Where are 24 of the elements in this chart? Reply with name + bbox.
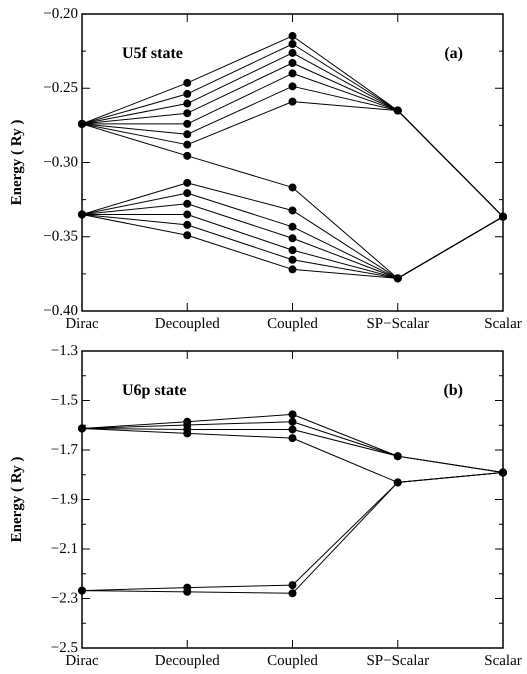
- y-tick-label: −1.3: [50, 342, 78, 359]
- y-tick-label: −1.7: [50, 442, 78, 458]
- x-tick-label: Scalar: [484, 652, 522, 669]
- x-tick-label: Decoupled: [154, 652, 220, 669]
- y-tick-label: −0.30: [43, 154, 78, 170]
- y-axis-title: Energy ( Ry ): [8, 120, 25, 206]
- y-tick-label: −1.5: [50, 392, 78, 408]
- y-tick-label: −0.20: [43, 6, 78, 22]
- x-tick-label: Decoupled: [154, 316, 220, 332]
- y-tick-label: −2.3: [50, 590, 78, 606]
- annotation: U5f state: [122, 45, 183, 62]
- y-tick-label: −2.1: [50, 540, 78, 557]
- x-tick-label: Scalar: [484, 316, 522, 332]
- x-tick-label: Coupled: [267, 652, 318, 669]
- x-tick-label: SP−Scalar: [366, 316, 430, 332]
- y-tick-label: −1.9: [50, 491, 78, 508]
- annotation: U6p state: [122, 382, 186, 400]
- x-tick-label: SP−Scalar: [366, 652, 430, 669]
- y-axis-title: Energy ( Ry ): [8, 456, 25, 542]
- annotation: (a): [444, 45, 463, 62]
- annotation: (b): [443, 382, 463, 400]
- x-tick-label: Coupled: [267, 316, 318, 332]
- y-tick-label: −0.25: [43, 80, 78, 96]
- y-tick-label: −0.35: [43, 228, 78, 245]
